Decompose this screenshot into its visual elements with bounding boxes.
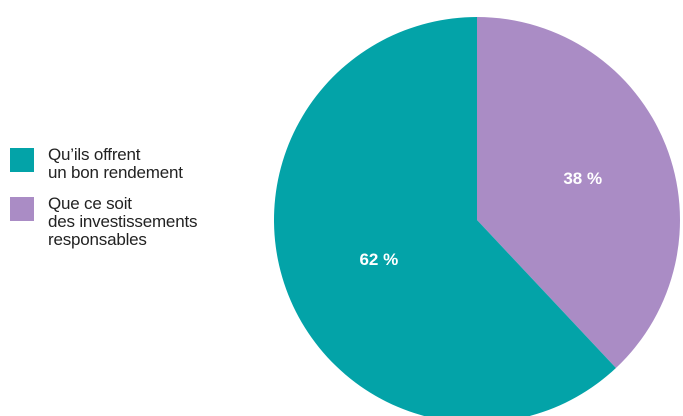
pie-labels: 38 % 62 % [359, 169, 602, 269]
data-label-rendement: 62 % [359, 250, 398, 269]
pie-slice-responsables [477, 17, 680, 368]
legend-label-line: Qu’ils offrent [48, 145, 141, 164]
legend-swatch-rendement [10, 148, 34, 172]
legend-label-line: des investissements [48, 212, 198, 231]
legend-label-line: Que ce soit [48, 194, 132, 213]
pie-slice-rendement [274, 17, 616, 416]
pie-slices [274, 17, 680, 416]
legend-label-line: responsables [48, 230, 147, 249]
legend-item-responsables: Que ce soit des investissements responsa… [10, 195, 250, 249]
data-label-responsables: 38 % [563, 169, 602, 188]
legend-label-line: un bon rendement [48, 163, 183, 182]
legend-item-rendement: Qu’ils offrent un bon rendement [10, 146, 250, 182]
legend: Qu’ils offrent un bon rendement Que ce s… [10, 146, 250, 262]
legend-swatch-responsables [10, 197, 34, 221]
